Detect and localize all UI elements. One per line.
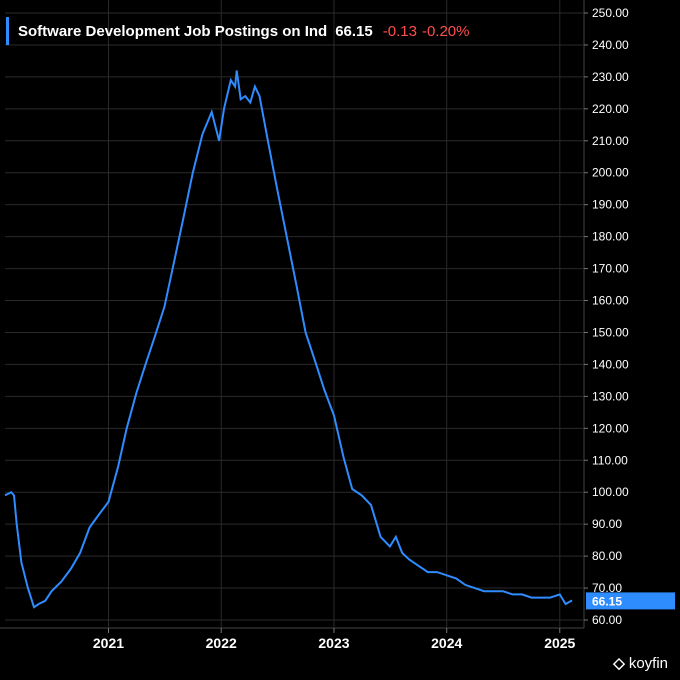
y-tick-label: 180.00	[592, 230, 629, 244]
x-tick-label: 2021	[93, 635, 124, 651]
legend-value: 66.15	[335, 22, 373, 40]
x-tick-label: 2025	[544, 635, 575, 651]
y-tick-label: 160.00	[592, 294, 629, 308]
brand-name: koyfin	[628, 654, 668, 672]
legend-change-pct: -0.20%	[421, 22, 470, 40]
y-tick-label: 110.00	[592, 453, 628, 467]
legend-change: -0.13	[382, 22, 417, 40]
y-tick-label: 170.00	[592, 262, 629, 276]
x-axis: 2021 2022 2023 2024 2025	[93, 628, 576, 651]
x-tick-label: 2024	[431, 635, 462, 651]
y-tick-label: 100.00	[592, 485, 629, 499]
x-tick-label: 2023	[318, 635, 349, 651]
y-tick-label: 190.00	[592, 198, 629, 212]
y-tick-label: 250.00	[592, 6, 629, 20]
y-tick-label: 80.00	[592, 549, 622, 563]
x-tick-label: 2022	[206, 635, 237, 651]
last-value-badge: 66.15	[586, 592, 675, 610]
y-tick-label: 70.00	[592, 581, 622, 595]
y-tick-label: 140.00	[592, 357, 629, 371]
series-line	[4, 70, 573, 609]
y-tick-label: 220.00	[592, 102, 629, 116]
legend-title: Software Development Job Postings on Ind	[18, 22, 328, 40]
legend: Software Development Job Postings on Ind…	[6, 17, 469, 45]
grid-lines	[0, 0, 585, 629]
last-value-badge-bg	[586, 592, 675, 610]
koyfin-brand[interactable]: ◇ koyfin	[613, 654, 668, 673]
y-tick-label: 120.00	[592, 421, 629, 435]
legend-color-bar	[6, 17, 9, 45]
y-axis: 60.00 70.00 80.00 90.00 100.00 110.00 120.00 13…	[584, 6, 629, 627]
y-tick-label: 90.00	[592, 517, 622, 531]
y-tick-label: 130.00	[592, 389, 629, 403]
koyfin-logo-icon: ◇	[613, 655, 625, 672]
y-tick-label: 150.00	[592, 325, 629, 339]
y-tick-label: 200.00	[592, 166, 629, 180]
y-tick-label: 60.00	[592, 613, 622, 627]
y-tick-label: 230.00	[592, 70, 629, 84]
last-value-badge-text: 66.15	[592, 594, 622, 608]
y-tick-label: 240.00	[592, 38, 629, 52]
y-tick-label: 210.00	[592, 134, 629, 148]
